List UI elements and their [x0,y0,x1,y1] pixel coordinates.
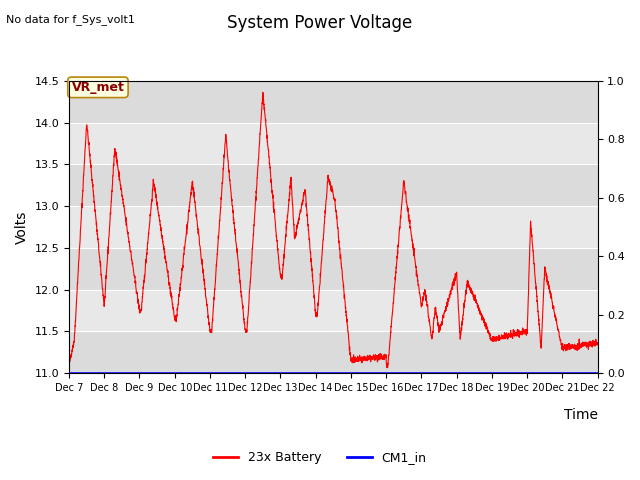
Bar [69,164,598,206]
Bar [69,248,598,289]
X-axis label: Time: Time [564,408,598,422]
Bar [69,331,598,373]
Text: System Power Voltage: System Power Voltage [227,14,413,33]
Text: No data for f_Sys_volt1: No data for f_Sys_volt1 [6,14,135,25]
Legend: 23x Battery, CM1_in: 23x Battery, CM1_in [208,446,432,469]
Text: VR_met: VR_met [72,81,124,94]
Bar [69,81,598,122]
Y-axis label: Volts: Volts [15,210,29,244]
